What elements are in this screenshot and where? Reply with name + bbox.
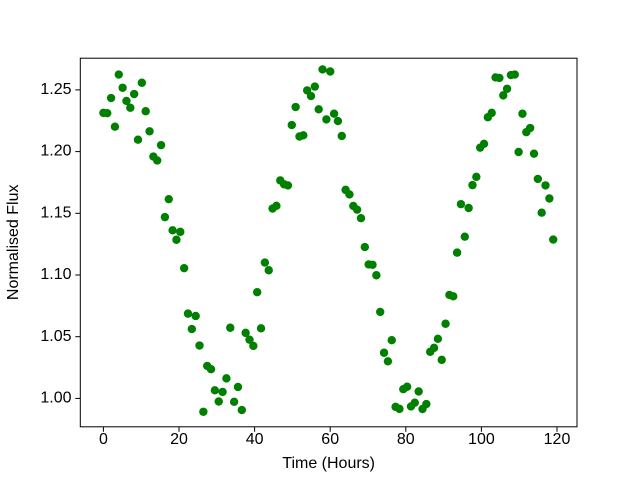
svg-text:1.25: 1.25: [40, 81, 71, 98]
svg-text:1.10: 1.10: [40, 266, 71, 283]
svg-text:120: 120: [544, 431, 571, 448]
svg-text:Normalised Flux: Normalised Flux: [5, 185, 22, 301]
svg-text:80: 80: [397, 431, 415, 448]
svg-text:1.05: 1.05: [40, 328, 71, 345]
svg-text:1.15: 1.15: [40, 204, 71, 221]
svg-text:Time (Hours): Time (Hours): [282, 455, 375, 472]
svg-text:0: 0: [99, 431, 108, 448]
svg-text:1.00: 1.00: [40, 390, 71, 407]
svg-text:40: 40: [246, 431, 264, 448]
svg-text:60: 60: [321, 431, 339, 448]
svg-text:1.20: 1.20: [40, 143, 71, 160]
svg-text:100: 100: [468, 431, 495, 448]
svg-text:20: 20: [170, 431, 188, 448]
